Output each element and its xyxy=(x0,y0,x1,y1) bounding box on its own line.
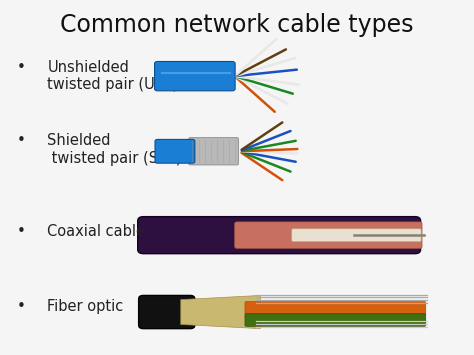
FancyBboxPatch shape xyxy=(292,229,421,241)
Text: twisted pair (UTP): twisted pair (UTP) xyxy=(47,77,178,92)
Text: •: • xyxy=(17,299,26,314)
Text: •: • xyxy=(17,133,26,148)
FancyBboxPatch shape xyxy=(138,295,195,329)
FancyBboxPatch shape xyxy=(155,140,195,163)
FancyBboxPatch shape xyxy=(235,222,422,248)
FancyBboxPatch shape xyxy=(245,301,426,315)
Text: twisted pair (STP): twisted pair (STP) xyxy=(47,151,182,166)
Text: Common network cable types: Common network cable types xyxy=(60,13,414,37)
Text: •: • xyxy=(17,224,26,239)
FancyBboxPatch shape xyxy=(189,138,238,165)
Text: •: • xyxy=(17,60,26,75)
Polygon shape xyxy=(181,295,260,329)
Text: Coaxial cable: Coaxial cable xyxy=(47,224,145,239)
Text: Fiber optic: Fiber optic xyxy=(47,299,124,314)
Text: Shielded: Shielded xyxy=(47,133,111,148)
FancyBboxPatch shape xyxy=(245,314,426,326)
Text: Unshielded: Unshielded xyxy=(47,60,129,75)
FancyBboxPatch shape xyxy=(137,217,420,254)
FancyBboxPatch shape xyxy=(155,61,235,91)
